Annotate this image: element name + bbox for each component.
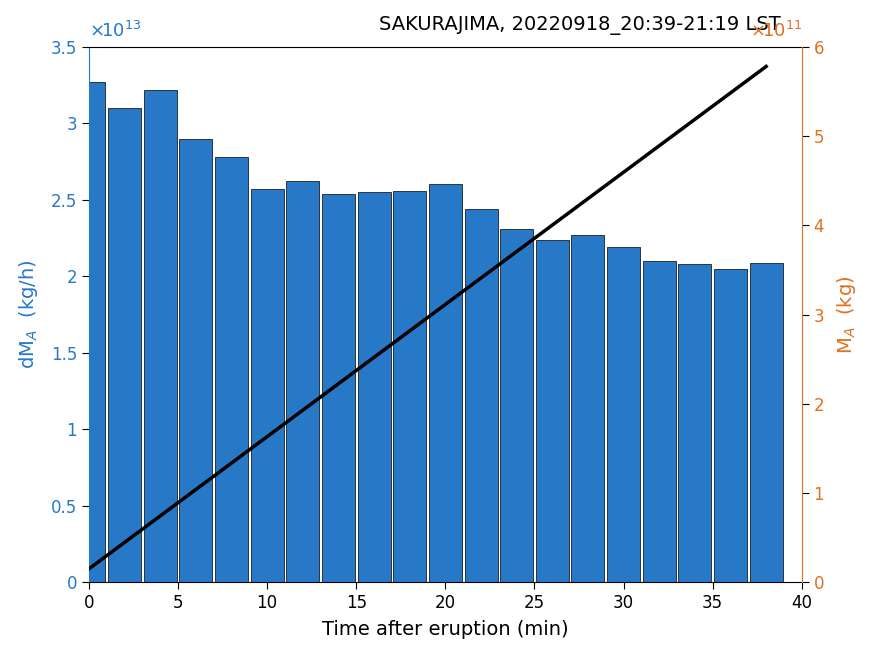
Text: $\times\!10^{11}$: $\times\!10^{11}$ [750,22,802,41]
Bar [571,235,605,582]
Text: $\times\!10^{13}$: $\times\!10^{13}$ [89,22,141,41]
Bar [358,192,390,582]
Bar [393,191,426,582]
Bar [536,239,569,582]
Bar [179,138,213,582]
Y-axis label: dM$_A$  (kg/h): dM$_A$ (kg/h) [17,260,39,369]
X-axis label: Time after eruption (min): Time after eruption (min) [322,621,569,640]
Bar [429,184,462,582]
Bar [750,262,782,582]
Bar [108,108,141,582]
Bar [678,264,711,582]
Bar [250,189,284,582]
Bar [607,247,640,582]
Bar [73,82,106,582]
Bar [643,261,676,582]
Text: SAKURAJIMA, 20220918_20:39-21:19 LST: SAKURAJIMA, 20220918_20:39-21:19 LST [379,16,780,35]
Bar [714,268,747,582]
Bar [286,182,319,582]
Bar [322,194,355,582]
Bar [144,90,177,582]
Bar [465,209,498,582]
Bar [215,157,248,582]
Y-axis label: M$_A$  (kg): M$_A$ (kg) [836,276,858,354]
Bar [500,229,533,582]
